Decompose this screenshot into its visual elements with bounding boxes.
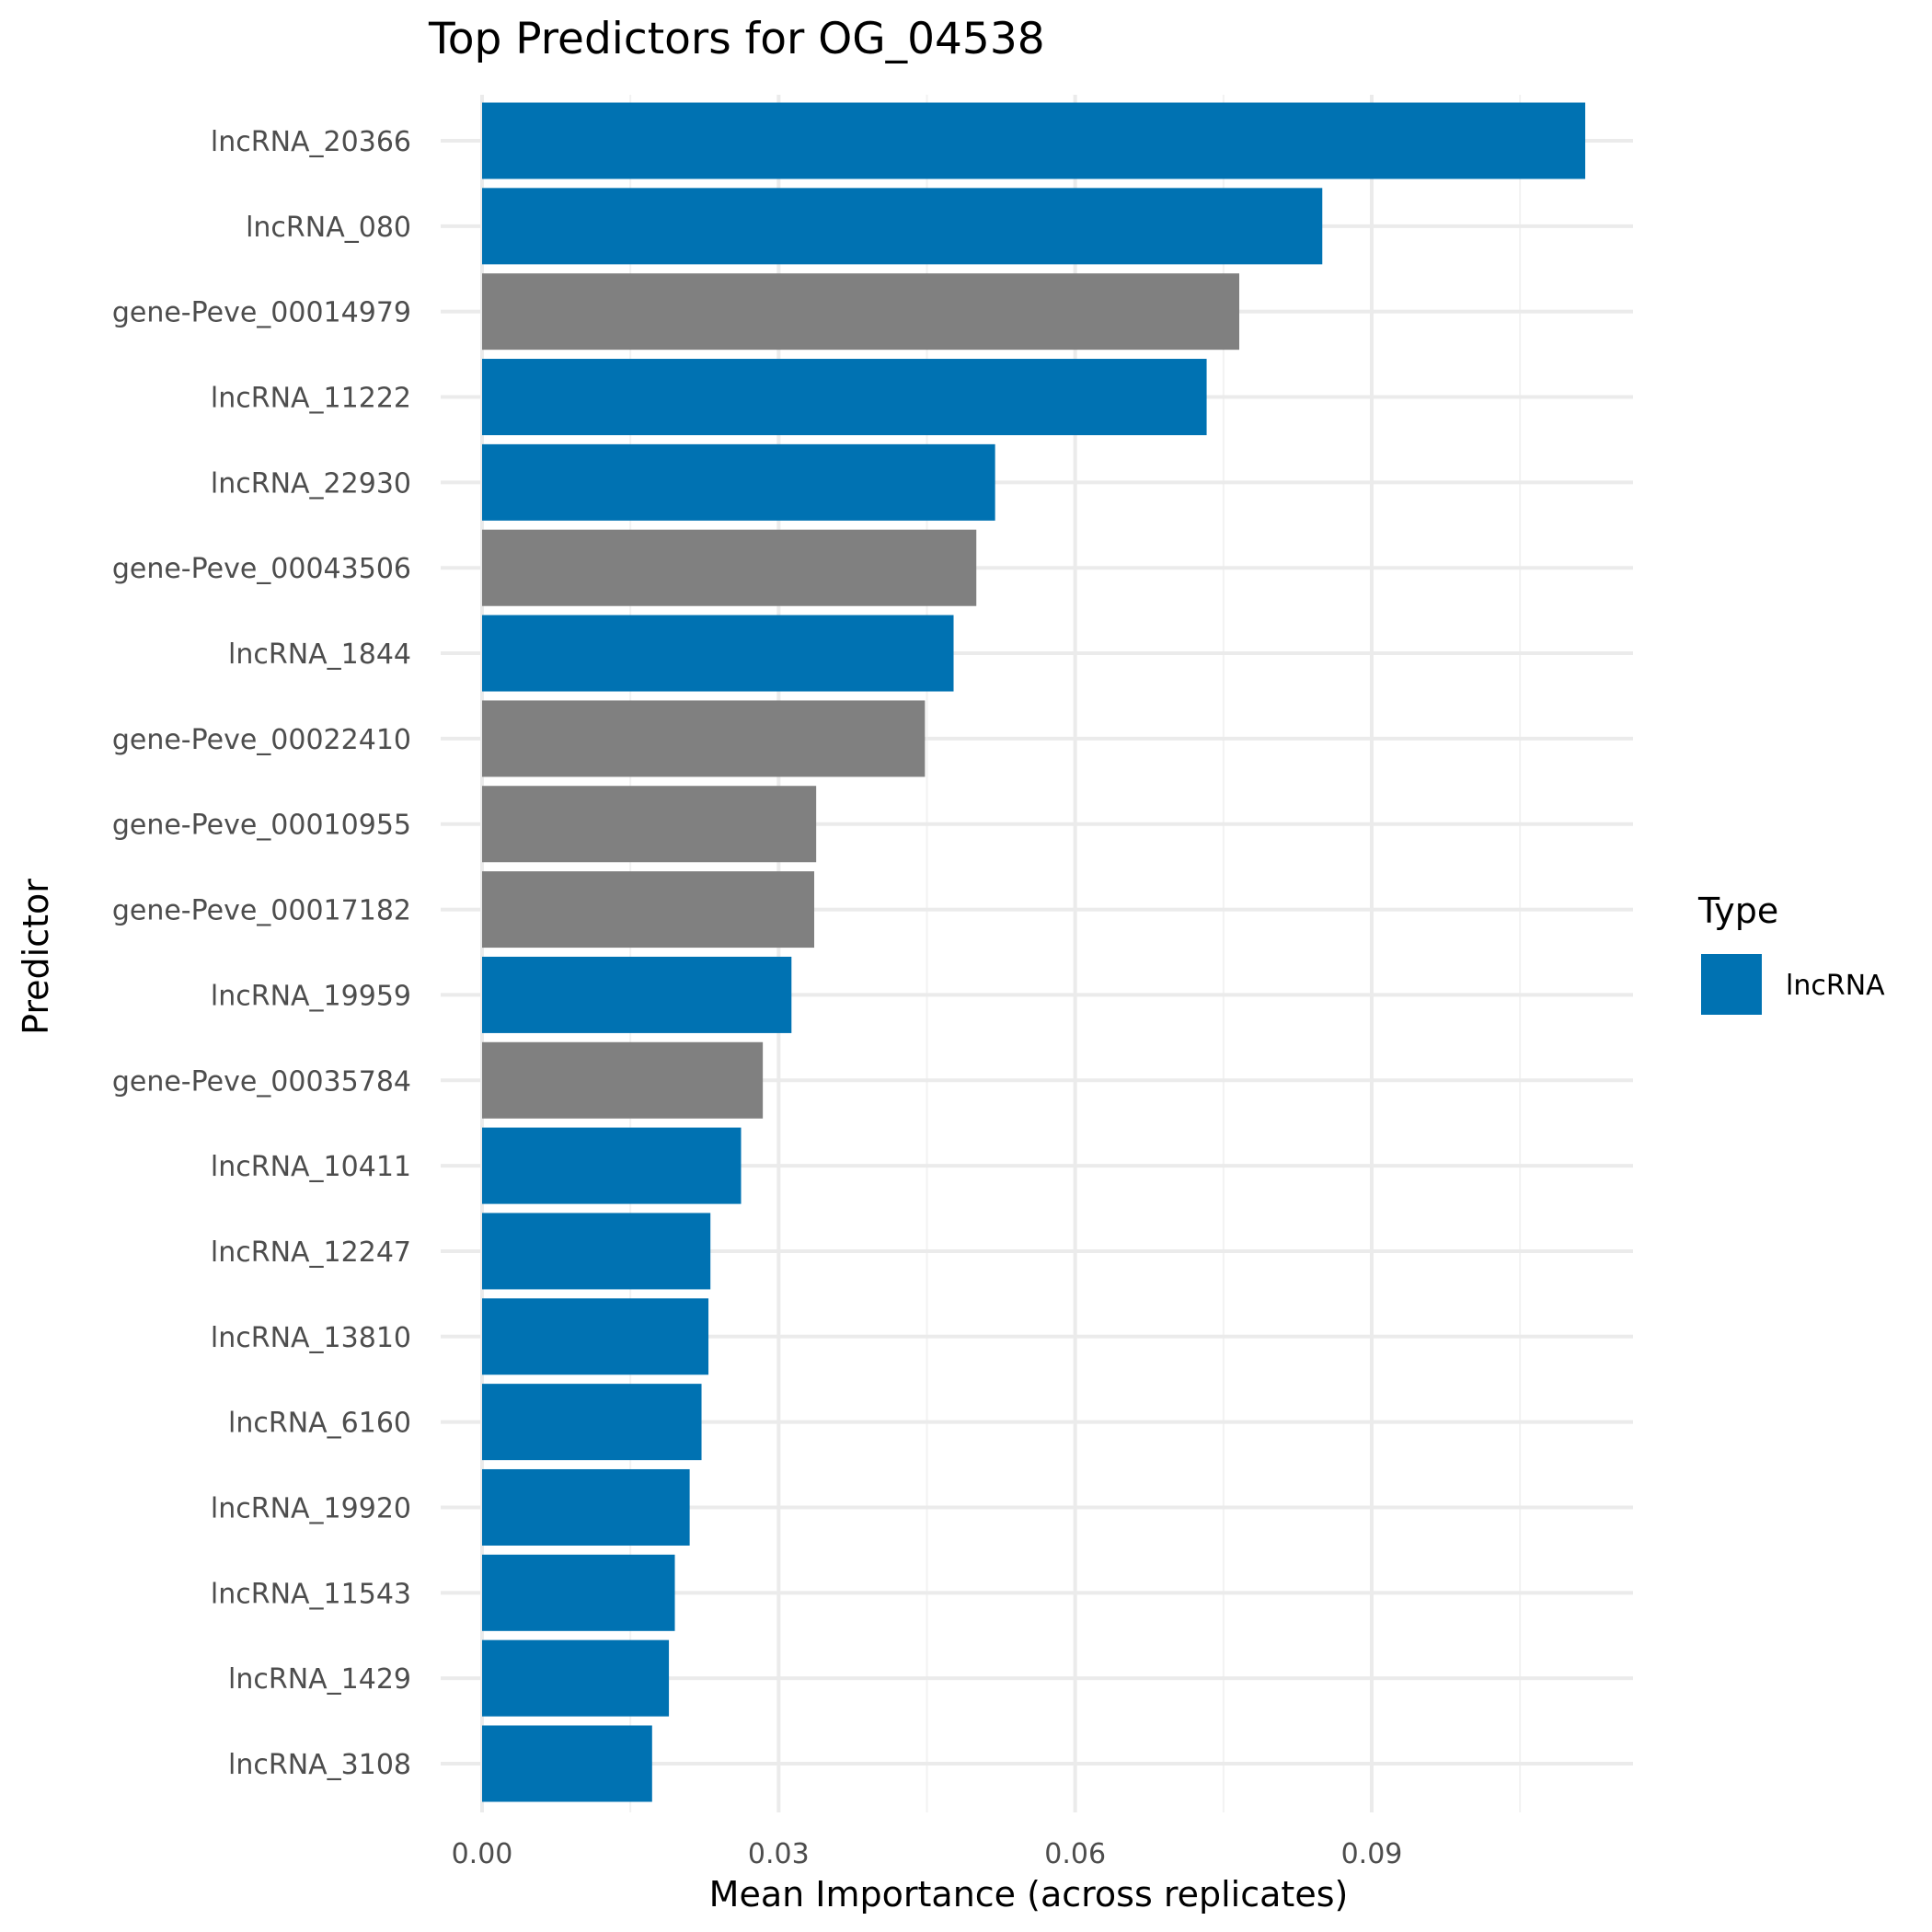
bar-lncRNA_19959 (482, 956, 792, 1033)
y-tick-label: lncRNA_13810 (211, 1322, 411, 1354)
legend-title: Type (1697, 891, 1778, 931)
bar-gene-Peve_00017182 (482, 871, 815, 949)
legend-key-lncRNA (1701, 954, 1762, 1015)
bar-lncRNA_22930 (482, 443, 995, 521)
y-tick-label: lncRNA_11543 (211, 1578, 411, 1610)
bar-lncRNA_3108 (482, 1725, 652, 1802)
y-tick-label: gene-Peve_00017182 (112, 895, 411, 927)
x-tick-label: 0.03 (748, 1838, 810, 1870)
bar-lncRNA_6160 (482, 1384, 702, 1461)
bar-lncRNA_20366 (482, 102, 1586, 179)
bar-lncRNA_10411 (482, 1127, 742, 1204)
bar-lncRNA_1844 (482, 615, 954, 692)
bar-lncRNA_1429 (482, 1639, 670, 1717)
y-tick-label: lncRNA_6160 (228, 1408, 411, 1440)
bar-gene-Peve_00014979 (482, 273, 1240, 351)
x-tick-label: 0.06 (1044, 1838, 1106, 1870)
legend: Type lncRNA (1697, 891, 1885, 1015)
x-tick-label: 0.00 (452, 1838, 513, 1870)
y-tick-label: gene-Peve_00010955 (112, 810, 411, 842)
bar-lncRNA_12247 (482, 1213, 711, 1290)
x-axis-ticks: 0.00 0.03 0.06 0.09 (452, 1838, 1403, 1870)
bar-gene-Peve_00043506 (482, 529, 977, 606)
y-axis-title: Predictor (16, 879, 56, 1035)
y-tick-label: lncRNA_10411 (211, 1151, 411, 1183)
bar-gene-Peve_00035784 (482, 1041, 764, 1119)
y-tick-label: lncRNA_1844 (228, 638, 411, 671)
y-tick-label: lncRNA_12247 (211, 1236, 411, 1269)
y-tick-label: lncRNA_1429 (228, 1663, 411, 1696)
y-tick-label: lncRNA_22930 (211, 467, 411, 500)
bar-gene-Peve_00022410 (482, 700, 926, 777)
bars (482, 102, 1586, 1802)
y-tick-label: gene-Peve_00035784 (112, 1065, 411, 1098)
bar-lncRNA_080 (482, 188, 1323, 265)
y-tick-label: gene-Peve_00022410 (112, 724, 411, 756)
bar-lncRNA_11222 (482, 359, 1207, 436)
bar-lncRNA_11543 (482, 1554, 675, 1631)
x-axis-title: Mean Importance (across replicates) (709, 1874, 1349, 1915)
legend-entries: lncRNA (1701, 954, 1885, 1015)
y-tick-label: lncRNA_19959 (211, 980, 411, 1012)
y-tick-label: lncRNA_19920 (211, 1492, 411, 1524)
bar-lncRNA_13810 (482, 1298, 709, 1375)
bar-gene-Peve_00010955 (482, 786, 817, 863)
y-tick-label: gene-Peve_00014979 (112, 297, 411, 329)
y-tick-label: lncRNA_20366 (211, 126, 411, 158)
y-tick-label: lncRNA_3108 (228, 1749, 411, 1781)
y-tick-label: gene-Peve_00043506 (112, 553, 411, 585)
y-tick-label: lncRNA_080 (246, 212, 411, 244)
y-tick-label: lncRNA_11222 (211, 383, 411, 415)
legend-label: lncRNA (1786, 970, 1885, 1002)
x-tick-label: 0.09 (1341, 1838, 1403, 1870)
bar-lncRNA_19920 (482, 1468, 690, 1546)
chart-title: Top Predictors for OG_04538 (428, 14, 1045, 64)
y-axis-ticks: lncRNA_20366 lncRNA_080 gene-Peve_00014979… (112, 126, 411, 1781)
